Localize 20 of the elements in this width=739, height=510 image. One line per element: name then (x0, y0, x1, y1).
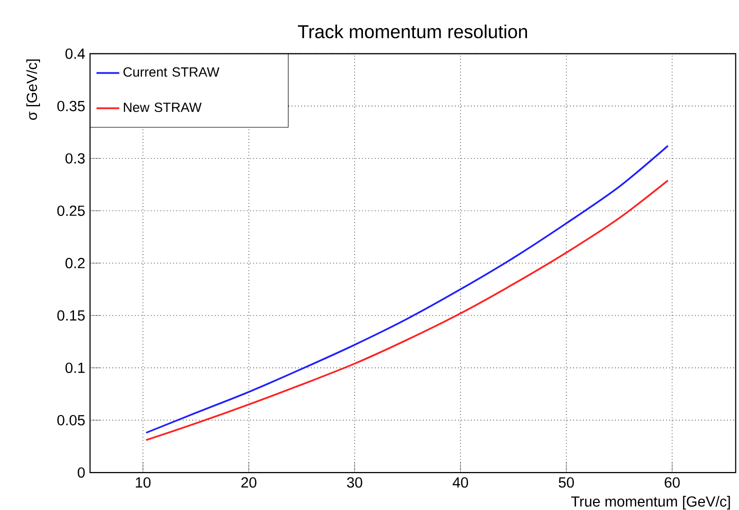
legend-label: New STRAW (124, 102, 202, 112)
y-tick-label: 0.3 (66, 153, 85, 164)
y-tick-label: 0.35 (57, 101, 85, 112)
y-tick-label: 0.15 (57, 310, 85, 321)
y-tick-label: 0.25 (57, 206, 85, 216)
y-tick-label: 0 (78, 468, 85, 478)
y-tick-label: 0.05 (57, 415, 85, 426)
x-tick-label: 10 (136, 477, 151, 488)
x-tick-label: 60 (664, 477, 680, 488)
y-tick-label: 0.1 (66, 362, 85, 374)
x-axis-title: True momentum [GeV/c] (571, 496, 730, 510)
y-tick-label: 0.2 (66, 258, 85, 269)
legend-label: Current STRAW (123, 68, 220, 77)
x-tick-label: 20 (241, 477, 256, 488)
y-tick-label: 0.4 (66, 48, 85, 60)
y-axis-title: σ [GeV/c] (26, 60, 40, 120)
x-tick-label: 40 (452, 477, 468, 488)
x-tick-label: 30 (347, 477, 362, 488)
x-tick-label: 50 (558, 477, 574, 488)
chart-title: Track momentum resolution (298, 24, 527, 39)
